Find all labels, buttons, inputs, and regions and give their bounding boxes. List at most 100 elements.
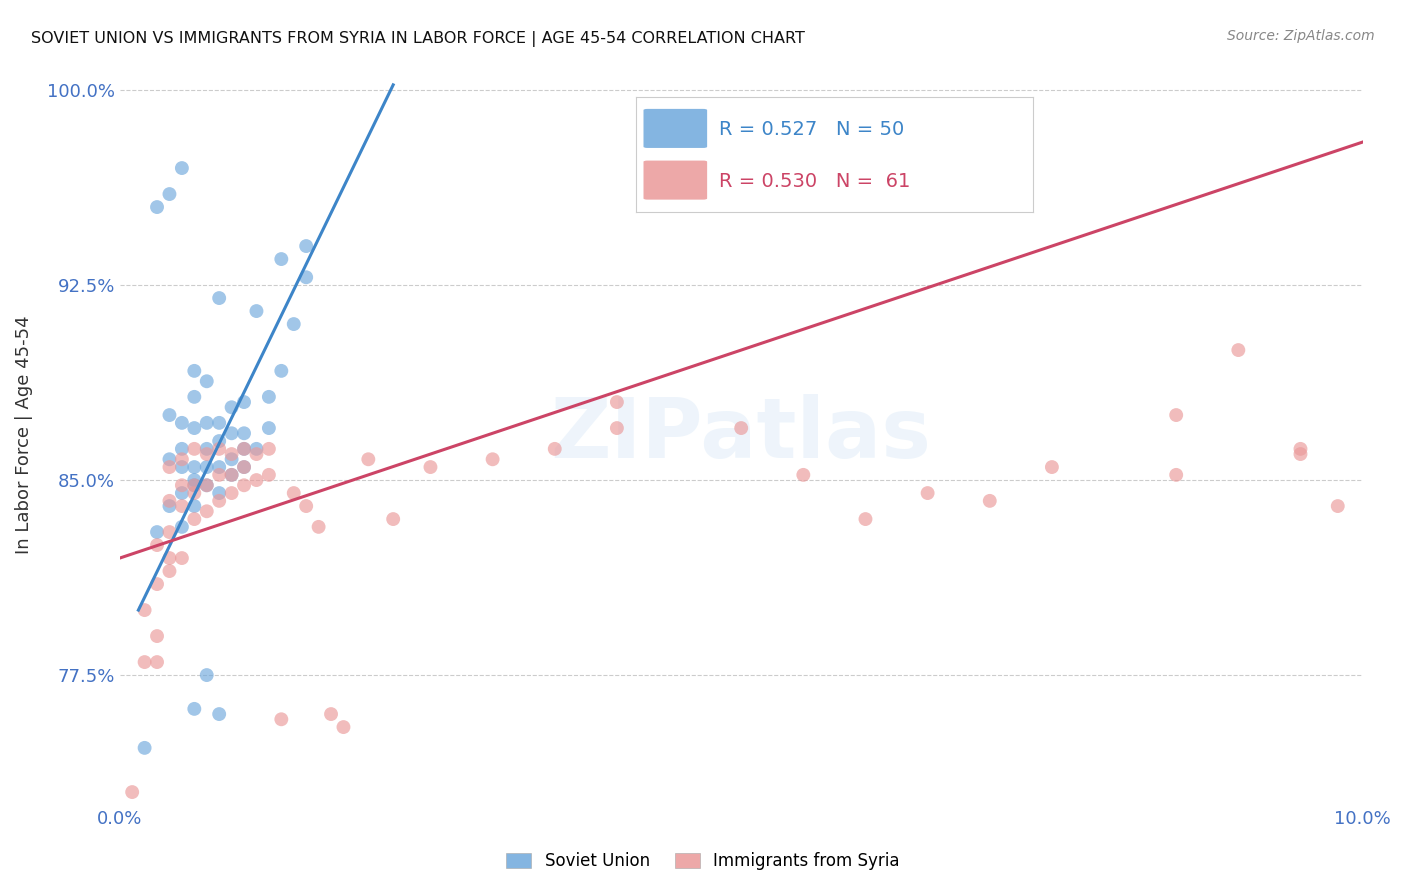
Text: Source: ZipAtlas.com: Source: ZipAtlas.com xyxy=(1227,29,1375,43)
Point xyxy=(146,538,169,552)
Point xyxy=(221,452,243,467)
Point xyxy=(195,460,218,475)
Point xyxy=(159,452,181,467)
Text: ZIPatlas: ZIPatlas xyxy=(551,394,932,475)
Point xyxy=(183,499,205,513)
Point xyxy=(183,460,205,475)
Point xyxy=(183,512,205,526)
Point xyxy=(233,442,256,456)
Point xyxy=(917,486,939,500)
Point xyxy=(419,460,441,475)
Point xyxy=(208,494,231,508)
Point xyxy=(257,442,280,456)
Point xyxy=(208,467,231,482)
Point xyxy=(121,785,143,799)
Point xyxy=(792,467,814,482)
Point xyxy=(319,707,342,722)
Point xyxy=(170,520,193,534)
Point xyxy=(257,421,280,435)
Point xyxy=(245,473,267,487)
Point xyxy=(308,520,330,534)
Point xyxy=(245,304,267,318)
Point xyxy=(195,504,218,518)
Point xyxy=(195,416,218,430)
Point xyxy=(183,390,205,404)
Point xyxy=(233,442,256,456)
Point xyxy=(170,161,193,175)
Point xyxy=(170,551,193,566)
Point xyxy=(159,187,181,202)
Point xyxy=(245,447,267,461)
Point xyxy=(208,486,231,500)
Point xyxy=(195,478,218,492)
Point xyxy=(221,426,243,441)
Point xyxy=(295,239,318,253)
Point xyxy=(159,564,181,578)
Point xyxy=(270,252,292,266)
Point xyxy=(195,374,218,388)
Point xyxy=(221,486,243,500)
Point xyxy=(332,720,354,734)
Point xyxy=(1289,447,1312,461)
Point xyxy=(170,478,193,492)
Point xyxy=(183,478,205,492)
Point xyxy=(208,460,231,475)
Point xyxy=(481,452,503,467)
Y-axis label: In Labor Force | Age 45-54: In Labor Force | Age 45-54 xyxy=(15,315,32,554)
Point xyxy=(183,364,205,378)
Point xyxy=(195,447,218,461)
Point xyxy=(208,291,231,305)
Point xyxy=(170,442,193,456)
Point xyxy=(1326,499,1348,513)
Point xyxy=(730,421,752,435)
Point xyxy=(606,421,628,435)
Point xyxy=(159,460,181,475)
Point xyxy=(295,499,318,513)
Point xyxy=(159,524,181,539)
Point xyxy=(146,577,169,591)
Point xyxy=(544,442,567,456)
Point xyxy=(221,467,243,482)
Point xyxy=(1166,467,1188,482)
Point xyxy=(183,442,205,456)
Legend: Soviet Union, Immigrants from Syria: Soviet Union, Immigrants from Syria xyxy=(499,846,907,877)
Text: SOVIET UNION VS IMMIGRANTS FROM SYRIA IN LABOR FORCE | AGE 45-54 CORRELATION CHA: SOVIET UNION VS IMMIGRANTS FROM SYRIA IN… xyxy=(31,31,804,47)
Point xyxy=(357,452,380,467)
Point xyxy=(270,712,292,726)
Point xyxy=(183,421,205,435)
Point xyxy=(183,478,205,492)
Point xyxy=(208,434,231,448)
Point xyxy=(183,486,205,500)
Point xyxy=(233,426,256,441)
Point xyxy=(233,395,256,409)
Point xyxy=(208,416,231,430)
Point xyxy=(146,524,169,539)
Point xyxy=(159,499,181,513)
Point xyxy=(159,494,181,508)
Point xyxy=(183,473,205,487)
Point xyxy=(134,740,156,755)
Point xyxy=(195,668,218,682)
Point xyxy=(233,478,256,492)
Point xyxy=(208,442,231,456)
Point xyxy=(221,467,243,482)
Point xyxy=(195,478,218,492)
Point xyxy=(221,447,243,461)
Point xyxy=(245,442,267,456)
Point xyxy=(295,270,318,285)
Point xyxy=(257,467,280,482)
Point xyxy=(159,408,181,422)
Point xyxy=(283,486,305,500)
Point xyxy=(221,401,243,415)
Point xyxy=(170,499,193,513)
Point xyxy=(233,460,256,475)
Point xyxy=(183,702,205,716)
Point xyxy=(146,200,169,214)
Point xyxy=(170,452,193,467)
Point xyxy=(170,416,193,430)
Point xyxy=(208,707,231,722)
Point xyxy=(270,364,292,378)
Point xyxy=(233,460,256,475)
Point xyxy=(146,629,169,643)
Point xyxy=(1040,460,1063,475)
